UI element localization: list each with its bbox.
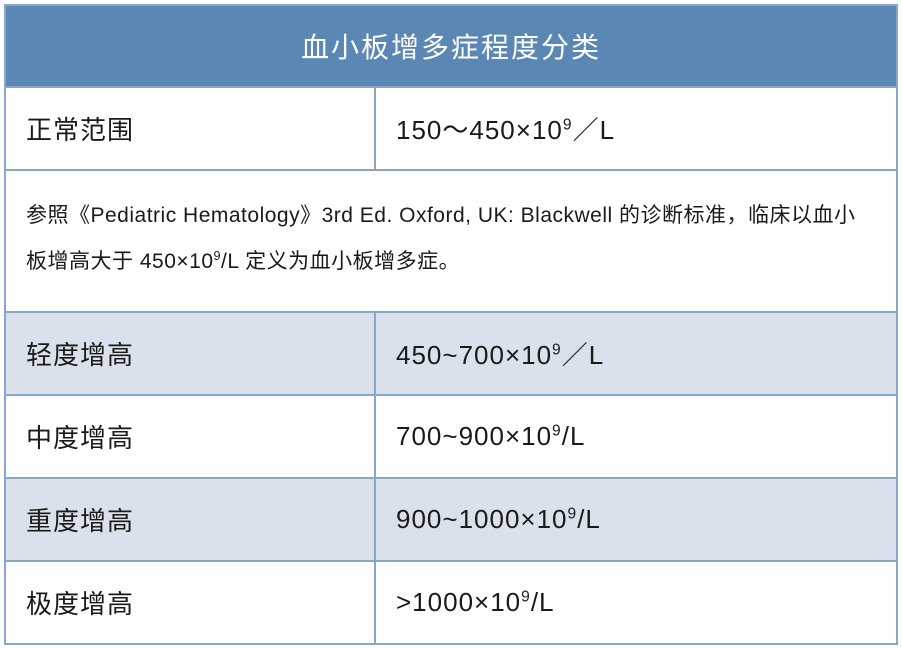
category-label: 正常范围 (5, 87, 375, 170)
reference-note: 参照《Pediatric Hematology》3rd Ed. Oxford, … (5, 170, 897, 312)
classification-table: 血小板增多症程度分类 正常范围 150～450×109／L 参照《Pediatr… (4, 4, 898, 645)
table-row: 轻度增高 450~700×109／L (5, 312, 897, 395)
category-value: 150～450×109／L (375, 87, 897, 170)
category-label: 中度增高 (5, 395, 375, 478)
table-title: 血小板增多症程度分类 (5, 5, 897, 87)
table-row: 中度增高 700~900×109/L (5, 395, 897, 478)
category-value: 450~700×109／L (375, 312, 897, 395)
category-label: 轻度增高 (5, 312, 375, 395)
category-label: 重度增高 (5, 478, 375, 561)
table-note-row: 参照《Pediatric Hematology》3rd Ed. Oxford, … (5, 170, 897, 312)
table-row: 重度增高 900~1000×109/L (5, 478, 897, 561)
table-row: 正常范围 150～450×109／L (5, 87, 897, 170)
category-value: 900~1000×109/L (375, 478, 897, 561)
category-value: >1000×109/L (375, 561, 897, 644)
category-value: 700~900×109/L (375, 395, 897, 478)
category-label: 极度增高 (5, 561, 375, 644)
table-header-row: 血小板增多症程度分类 (5, 5, 897, 87)
table-row: 极度增高 >1000×109/L (5, 561, 897, 644)
